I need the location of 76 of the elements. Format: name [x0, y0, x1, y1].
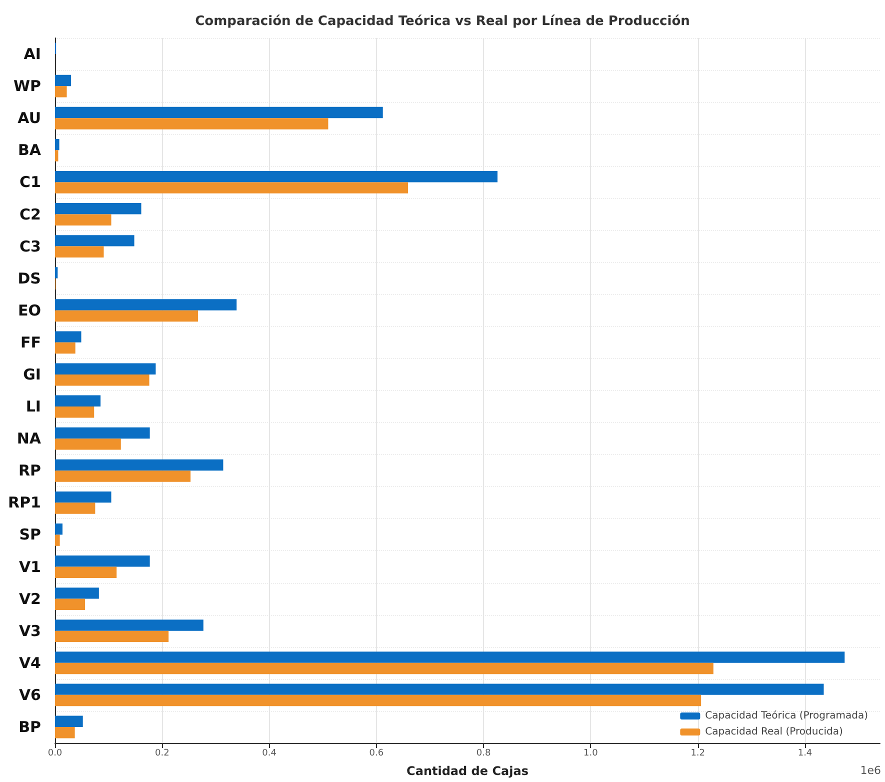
- y-tick-label: LI: [26, 398, 41, 416]
- bar: [55, 214, 112, 226]
- bar: [55, 716, 83, 727]
- bar: [55, 363, 156, 374]
- bar: [55, 534, 60, 546]
- y-tick-label: V1: [18, 558, 41, 576]
- text: 1e6: [860, 764, 881, 777]
- bar: [55, 406, 94, 418]
- y-tick-label: GI: [23, 365, 41, 384]
- bar: [55, 459, 224, 471]
- bar: [55, 438, 121, 450]
- bar: [55, 427, 150, 439]
- y-tick-label: BP: [18, 718, 41, 736]
- y-tick-label: DS: [18, 269, 41, 288]
- y-tick-label: RP1: [8, 494, 41, 512]
- bar: [55, 470, 191, 482]
- y-tick-label: SP: [19, 526, 42, 544]
- y-tick-label: V3: [18, 622, 41, 640]
- bar: [55, 566, 117, 578]
- bar: [55, 118, 328, 130]
- bar: [55, 556, 150, 567]
- bar: [55, 630, 169, 642]
- x-tick-label: 1.2: [690, 748, 706, 758]
- bar: [55, 331, 82, 342]
- bar: [55, 588, 99, 599]
- y-tick-label: RP: [18, 462, 42, 480]
- y-tick-label: WP: [13, 77, 41, 96]
- y-tick-label: C1: [20, 173, 41, 192]
- y-tick-label: EO: [18, 301, 41, 320]
- x-axis-title: Cantidad de Cajas: [406, 764, 528, 778]
- y-tick-label: V4: [18, 654, 41, 672]
- bar: [55, 170, 498, 182]
- bar: [55, 203, 142, 214]
- y-tick-label: BA: [18, 141, 42, 160]
- bar: [55, 246, 104, 258]
- bar: [55, 182, 408, 194]
- bar: [55, 502, 96, 514]
- bar: [55, 694, 702, 706]
- x-tick-label: 0.0: [48, 748, 62, 758]
- bar: [55, 491, 112, 503]
- bar: [55, 395, 101, 407]
- y-tick-label: FF: [20, 333, 41, 352]
- y-tick-label: AI: [24, 45, 41, 64]
- x-tick-label: 0.2: [154, 748, 170, 758]
- y-tick-label: AU: [18, 109, 41, 128]
- bar: [55, 138, 60, 150]
- bar: [55, 86, 67, 98]
- y-tick-label: V2: [18, 590, 41, 608]
- bar: [55, 106, 383, 118]
- bar: [55, 342, 76, 354]
- x-tick-label: 0.6: [369, 748, 384, 758]
- bar: [55, 310, 198, 322]
- y-tick-label: C2: [20, 205, 41, 224]
- legend-label: Capacidad Real (Producida): [705, 726, 843, 738]
- bar: [55, 299, 237, 310]
- bar: [55, 523, 62, 535]
- bar: [55, 267, 58, 278]
- y-tick-label: NA: [16, 430, 42, 448]
- bar: [55, 150, 58, 162]
- bar: [55, 598, 85, 610]
- bar: [55, 74, 72, 86]
- bar: [55, 235, 134, 246]
- chart-title: Comparación de Capacidad Teórica vs Real por Línea de Producción: [195, 14, 690, 29]
- y-tick-label: C3: [20, 237, 41, 256]
- bar: [55, 652, 845, 663]
- legend-label: Capacidad Teórica (Programada): [705, 710, 868, 722]
- x-tick-label: 0.8: [476, 748, 491, 758]
- bar: [55, 662, 714, 674]
- x-tick-label: 0.4: [262, 748, 277, 758]
- bar: [55, 620, 204, 631]
- bar: [55, 684, 824, 695]
- x-tick-label: 1.0: [584, 748, 598, 758]
- bar: [55, 726, 75, 738]
- bar: [55, 374, 150, 386]
- x-tick-label: 1.4: [798, 748, 812, 758]
- y-tick-label: V6: [18, 686, 41, 704]
